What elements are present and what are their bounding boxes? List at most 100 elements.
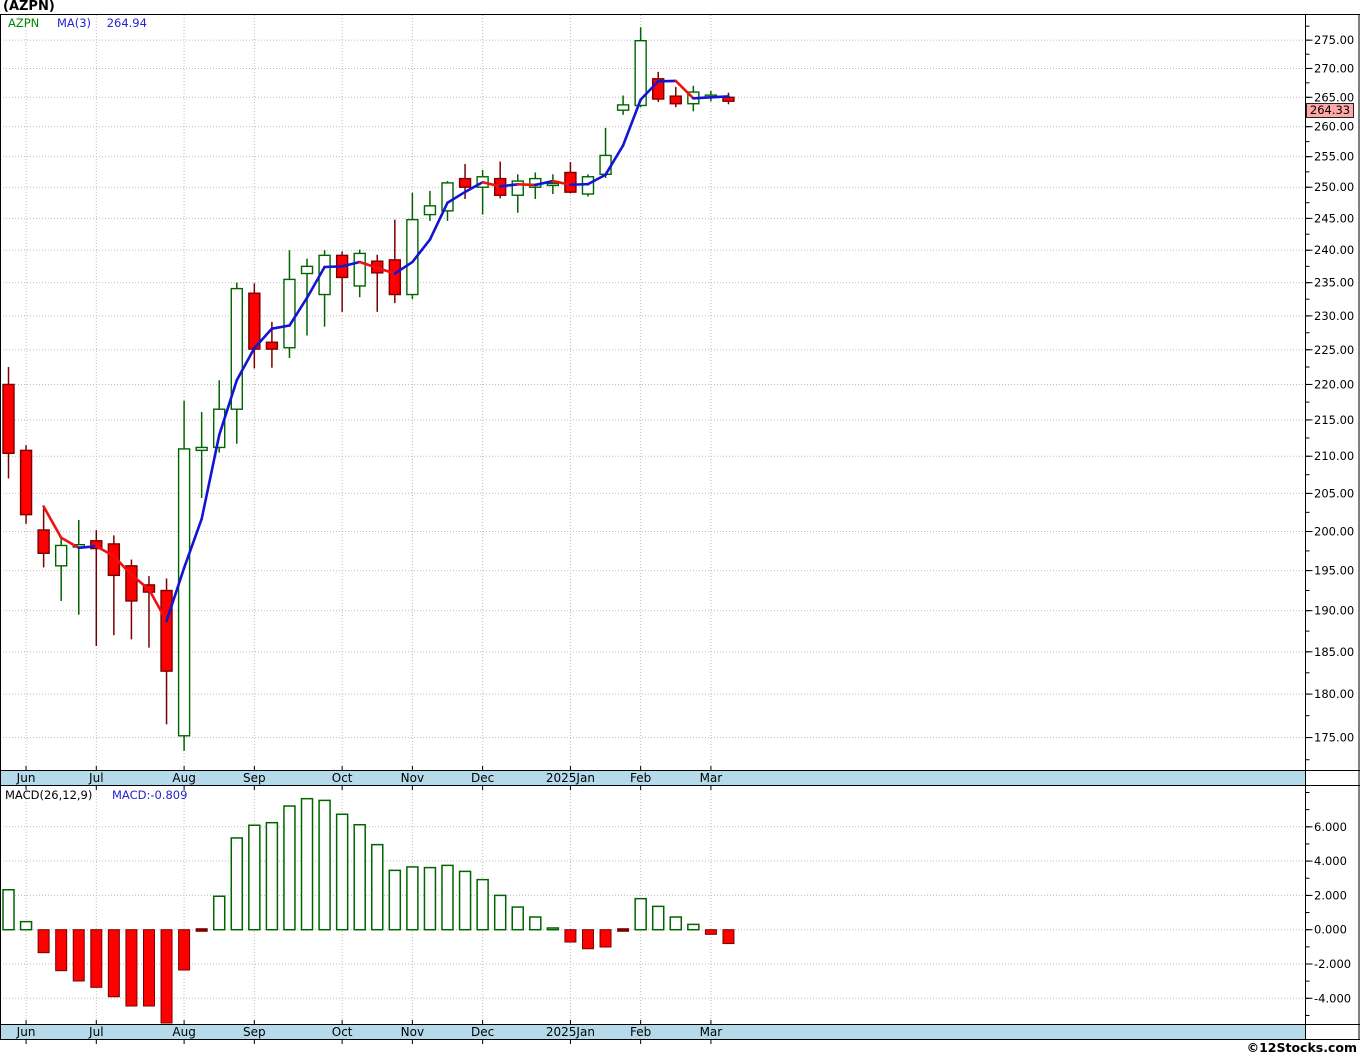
month-bar — [0, 1025, 1306, 1039]
ma-segment — [95, 544, 116, 558]
price-tick-label: 190.00 — [1314, 604, 1354, 618]
macd-bar-negative — [178, 929, 191, 971]
ma-segment — [77, 544, 98, 550]
month-label: Feb — [630, 771, 651, 785]
macd-bar-positive — [265, 821, 279, 931]
month-label: Oct — [332, 1025, 353, 1039]
candle-body — [283, 278, 296, 349]
macd-bar-positive — [458, 870, 472, 931]
month-label: Mar — [700, 1025, 723, 1039]
macd-bar-positive — [669, 916, 683, 931]
candle-body — [423, 205, 437, 216]
month-label: Nov — [401, 771, 424, 785]
candle-body — [2, 383, 15, 454]
macd-value: MACD:-0.809 — [112, 788, 188, 802]
price-tick-label: 175.00 — [1314, 731, 1354, 745]
month-label: Sep — [243, 771, 266, 785]
price-tick-label: 265.00 — [1314, 90, 1354, 104]
ma-segment — [692, 96, 713, 100]
ma-segment — [604, 144, 625, 177]
month-label: Jul — [88, 771, 103, 785]
macd-bar-negative — [160, 929, 173, 1024]
macd-histogram — [2, 797, 735, 1024]
month-label: Jun — [16, 771, 36, 785]
candlesticks — [2, 27, 735, 751]
ma-segment — [59, 536, 81, 550]
macd-panel-legend: MACD(26,12,9) MACD:-0.809 — [5, 788, 187, 802]
macd-bar-positive — [335, 813, 349, 931]
month-label: Dec — [471, 771, 494, 785]
candle-body — [248, 292, 261, 350]
candle-body — [19, 449, 33, 516]
month-label: Jun — [16, 1025, 36, 1039]
ma-segment — [358, 260, 379, 270]
macd-bar-positive — [651, 905, 665, 931]
ma-label: MA(3) — [56, 16, 92, 30]
ma-segment — [305, 265, 326, 300]
price-tick-label: 205.00 — [1314, 486, 1354, 500]
price-tick-label: 185.00 — [1314, 645, 1354, 659]
ma-segment — [270, 324, 291, 330]
candle-body — [546, 182, 560, 187]
ma-segment — [674, 79, 695, 100]
ma-segment — [709, 95, 730, 99]
month-label: Oct — [332, 771, 353, 785]
page-title: (AZPN) — [3, 0, 55, 14]
candle-body — [511, 180, 524, 196]
candle-body — [300, 265, 314, 275]
month-label: Aug — [172, 1025, 195, 1039]
macd-bar-negative — [72, 929, 85, 982]
month-label: 2025Jan — [546, 771, 595, 785]
price-tick-label: 275.00 — [1314, 33, 1354, 47]
macd-bar-positive — [529, 916, 542, 931]
ma-segment — [375, 266, 397, 275]
ma-segment — [498, 183, 520, 188]
macd-bar-positive — [212, 895, 226, 931]
macd-bar-negative — [722, 929, 735, 945]
macd-bar-negative — [599, 929, 612, 948]
price-tick-label: 215.00 — [1314, 413, 1354, 427]
ma-segment — [235, 346, 256, 382]
price-tick-label: 180.00 — [1314, 687, 1354, 701]
ma-segment — [533, 179, 555, 187]
ma-segment — [446, 190, 467, 205]
last-price-tag: 264.33 — [1306, 102, 1354, 118]
macd-bar-positive — [423, 866, 437, 931]
price-tick-label: 250.00 — [1314, 180, 1354, 194]
ma-segment — [428, 201, 449, 241]
month-label: Mar — [700, 771, 723, 785]
candle-body — [441, 182, 454, 212]
price-tick-label: 200.00 — [1314, 525, 1354, 539]
month-label: Aug — [172, 771, 195, 785]
month-label: 2025Jan — [546, 1025, 595, 1039]
candle-body — [669, 95, 682, 105]
macd-bar-positive — [371, 843, 384, 931]
macd-bar-positive — [476, 878, 489, 931]
price-tick-label: 195.00 — [1314, 564, 1354, 578]
price-tick-label: 210.00 — [1314, 449, 1354, 463]
macd-bar-negative — [37, 929, 50, 954]
ma-segment — [621, 98, 642, 147]
candle-body — [406, 218, 419, 296]
month-label: Feb — [630, 1025, 651, 1039]
macd-bar-negative — [55, 929, 68, 972]
macd-bar-positive — [511, 906, 524, 931]
macd-bar-positive — [2, 888, 15, 931]
ma-segment — [639, 79, 660, 101]
month-label: Sep — [243, 1025, 266, 1039]
ma-segment — [586, 173, 607, 186]
macd-bar-negative — [142, 929, 155, 1007]
candle-body — [107, 543, 121, 577]
macd-bar-negative — [564, 929, 577, 943]
candle-body — [160, 589, 173, 672]
price-tick-label: 220.00 — [1314, 377, 1354, 391]
month-label: Jul — [88, 1025, 103, 1039]
macd-tick-label: 4.000 — [1314, 854, 1347, 868]
candle-body — [54, 544, 68, 567]
macd-bar-flat — [617, 928, 630, 932]
candle-body — [388, 259, 402, 296]
macd-bar-positive — [493, 894, 507, 931]
ma-segment — [463, 180, 484, 194]
